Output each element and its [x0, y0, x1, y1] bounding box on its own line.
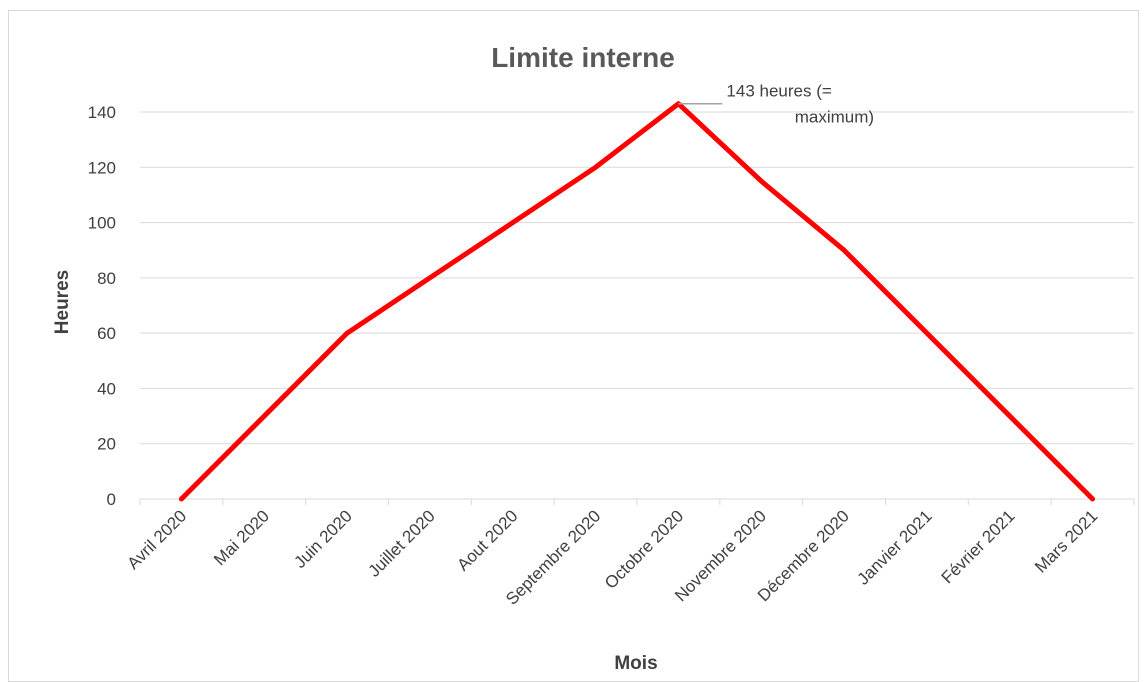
- y-tick-label: 0: [107, 490, 116, 509]
- annotation-layer: 143 heures (= maximum): [678, 82, 874, 127]
- data-point: [429, 277, 431, 279]
- chart-title: Limite interne: [491, 42, 675, 73]
- data-point: [595, 166, 597, 168]
- data-point: [760, 180, 762, 182]
- x-tick-label: Octobre 2020: [601, 506, 687, 592]
- y-axis-title: Heures: [52, 270, 73, 334]
- x-tick-label: Juillet 2020: [364, 506, 438, 580]
- y-tick-label: 140: [88, 103, 116, 122]
- y-tick-label: 100: [88, 214, 116, 233]
- x-tick-label: Avril 2020: [124, 506, 191, 573]
- x-tick-label: Janvier 2021: [853, 506, 935, 588]
- data-point: [512, 222, 514, 224]
- x-tick-label: Aout 2020: [453, 506, 521, 574]
- series-line: [178, 101, 1096, 502]
- x-axis-title: Mois: [614, 653, 657, 674]
- x-tick-label: Février 2021: [938, 506, 1019, 587]
- data-point: [263, 415, 265, 417]
- y-tick-label: 60: [97, 324, 116, 343]
- x-tick-label: Juin 2020: [290, 506, 356, 572]
- series-layer: [178, 101, 1096, 502]
- y-tick-label: 40: [97, 379, 116, 398]
- y-tick-label: 20: [97, 435, 116, 454]
- y-axis-tick-labels: 0 20 40 60 80 100 120 140: [88, 103, 116, 509]
- x-axis: [139, 498, 1135, 505]
- x-axis-tick-labels: Avril 2020 Mai 2020 Juin 2020 Juillet 2020 A…: [124, 506, 1102, 608]
- data-point: [180, 498, 182, 500]
- data-point: [1092, 498, 1094, 500]
- data-point: [346, 332, 348, 334]
- x-tick-label: Décembre 2020: [754, 506, 853, 605]
- data-point: [1009, 415, 1011, 417]
- annotation-label-line: 143 heures (=: [726, 82, 831, 101]
- chart-frame: [8, 10, 1139, 682]
- gridlines: [140, 111, 1134, 445]
- y-tick-label: 80: [97, 269, 116, 288]
- x-tick-label: Mai 2020: [210, 506, 273, 569]
- data-point: [926, 332, 928, 334]
- x-tick-label: Mars 2021: [1031, 506, 1101, 576]
- data-point: [843, 249, 845, 251]
- annotation-label-line: maximum): [795, 108, 874, 127]
- y-tick-label: 120: [88, 158, 116, 177]
